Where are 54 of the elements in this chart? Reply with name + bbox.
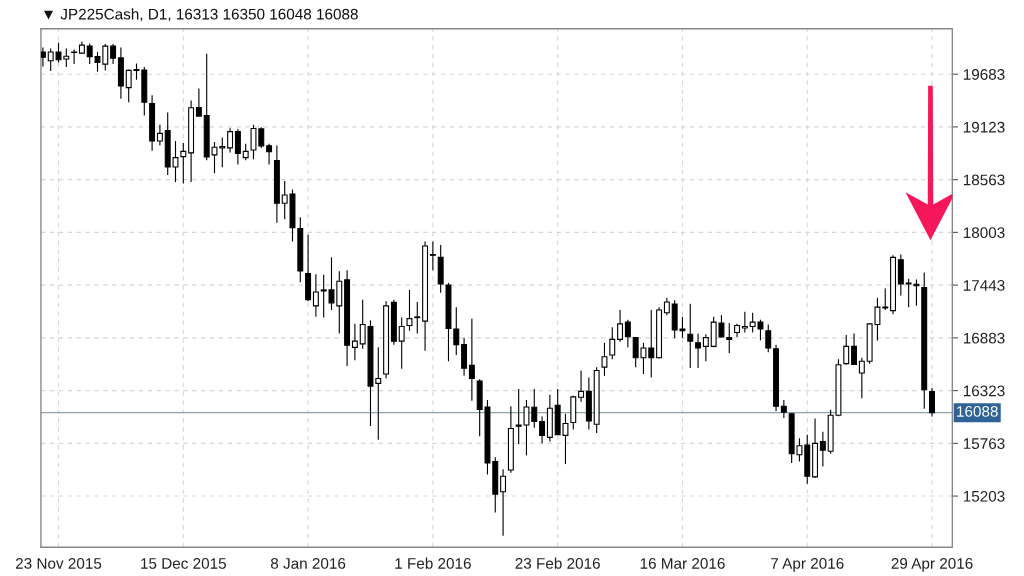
x-tick-label: 15 Dec 2015 — [141, 558, 226, 569]
y-tick-label: 18563 — [963, 174, 1005, 186]
candlestick — [234, 128, 241, 166]
candlestick — [843, 334, 850, 366]
candlestick — [695, 332, 702, 369]
candlestick — [609, 326, 616, 360]
x-tick-label: 29 Apr 2016 — [891, 558, 973, 572]
y-tick-label: 19123 — [963, 121, 1005, 133]
x-tick-label: 1 Feb 2016 — [395, 557, 471, 569]
candlestick — [765, 323, 772, 353]
candlestick — [601, 342, 608, 377]
candlestick — [156, 124, 163, 147]
candlestick — [266, 143, 273, 166]
candlestick — [461, 337, 468, 377]
candlestick — [110, 43, 117, 65]
candlestick — [351, 323, 358, 361]
candlestick — [180, 142, 187, 185]
candlestick — [851, 332, 858, 366]
candlestick — [195, 87, 202, 117]
candlestick — [617, 309, 624, 343]
candlestick — [71, 49, 78, 65]
x-tick-label: 23 Nov 2015 — [15, 558, 102, 569]
candlestick — [702, 333, 709, 362]
y-tick-label: 19683 — [963, 69, 1005, 80]
y-tick-label: 17443 — [963, 280, 1005, 291]
y-tick-label: 16323 — [963, 385, 1005, 397]
candlestick — [858, 357, 865, 399]
y-tick-label: 15763 — [963, 438, 1005, 450]
candlestick — [500, 468, 507, 537]
y-tick-label: 15203 — [963, 490, 1005, 502]
chart-title: ▼ JP225Cash, D1, 16313 16350 16048 16088 — [44, 8, 358, 22]
candlestick — [741, 311, 748, 334]
y-tick-label: 16883 — [963, 332, 1005, 344]
candlestick — [414, 301, 421, 335]
candlestick — [406, 289, 413, 332]
candlestick — [429, 240, 436, 271]
x-tick-label: 8 Jan 2016 — [270, 558, 346, 569]
candlestick — [539, 416, 546, 444]
x-tick-label: 16 Mar 2016 — [640, 558, 725, 569]
candlestick — [780, 399, 787, 419]
x-tick-label: 7 Apr 2016 — [771, 558, 844, 572]
y-tick-label: 18003 — [963, 227, 1005, 239]
candlestick — [687, 303, 694, 369]
candlestick — [312, 273, 319, 318]
candlestick — [578, 369, 585, 403]
candlestick — [468, 318, 475, 402]
candlestick — [227, 127, 234, 153]
candlestick — [40, 46, 46, 68]
candlestick — [398, 317, 405, 370]
candlestick — [929, 387, 936, 418]
ref-line-label: 16088 — [957, 406, 998, 417]
candlestick — [624, 319, 631, 348]
x-tick-label: 23 Feb 2016 — [515, 557, 600, 569]
candlestick — [819, 431, 826, 468]
